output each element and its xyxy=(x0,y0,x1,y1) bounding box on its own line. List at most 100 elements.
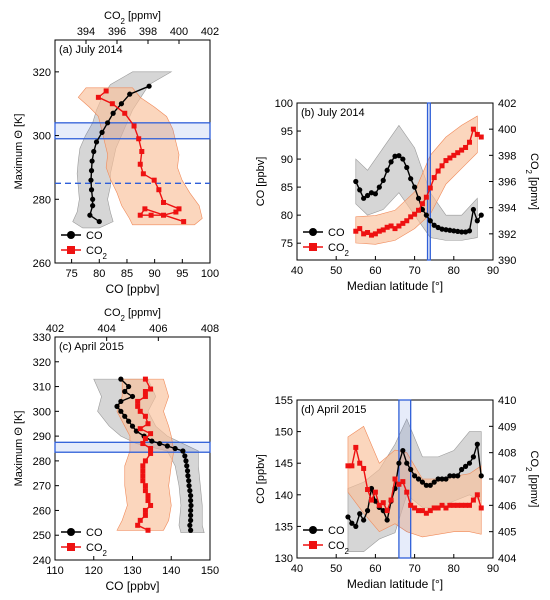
panel-d-co2-point xyxy=(396,481,402,487)
panel-a-co-point xyxy=(110,110,116,116)
panel-d-co-point xyxy=(357,511,363,517)
panel-d-co2-point xyxy=(353,444,359,450)
panel-b-co-point xyxy=(396,153,402,159)
panel-a-co2-point xyxy=(95,94,101,100)
panel-b-co2-point xyxy=(435,168,441,174)
panel-b-co-point xyxy=(447,227,453,233)
panel-a-co-point xyxy=(90,203,96,209)
panel-d-x-axis-label: Median latitude [°] xyxy=(347,577,443,591)
panel-c-co2-point xyxy=(135,403,141,409)
panel-c-co2-point xyxy=(140,478,146,484)
panel-d-co2-point xyxy=(380,500,386,506)
panel-c-co-point xyxy=(118,398,124,405)
panel-b-x-tick-label: 50 xyxy=(330,265,342,277)
panel-b-panel-title: (b) July 2014 xyxy=(301,107,365,119)
panel-c-x2-tick-label: 404 xyxy=(97,323,115,335)
panel-c-co-point xyxy=(188,497,194,504)
panel-c-legend-co2-label: CO2 xyxy=(86,542,107,558)
panel-a-legend-co-label: CO xyxy=(86,230,103,242)
panel-d-co2-point xyxy=(372,489,378,495)
panel-c-co-point xyxy=(126,383,132,390)
panel-c-y-tick-label: 320 xyxy=(33,357,51,369)
panel-a-co-point xyxy=(99,129,105,135)
panel-a-co2-point xyxy=(161,199,166,205)
panel-a-co-point xyxy=(93,139,100,145)
panel-c-co-point xyxy=(172,445,178,452)
panel-d-co-point xyxy=(435,476,441,482)
panel-b-y2-tick-label: 400 xyxy=(498,124,516,136)
panel-b-y2-tick-label: 390 xyxy=(498,255,516,267)
panel-a-legend-co-marker xyxy=(67,231,75,239)
panel-a-co2-point xyxy=(137,161,143,167)
panel-b-co2-point xyxy=(392,226,398,232)
panel-d-co-point xyxy=(404,460,410,466)
panel-a-x-tick-label: 75 xyxy=(65,268,77,280)
panel-c-co-point xyxy=(129,393,136,400)
panel-d-co2-point xyxy=(361,465,367,471)
panel-a-co-point xyxy=(90,196,96,202)
panel-c-co-point xyxy=(187,522,193,528)
panel-a-co2-point xyxy=(137,212,143,218)
panel-d-co2-point xyxy=(455,502,461,508)
panel-b-co-point xyxy=(353,178,359,185)
panel-d-co-point xyxy=(439,476,445,482)
panel-a-co-point xyxy=(104,120,111,126)
panel-c-co-point xyxy=(114,403,120,409)
panel-d-x-tick-label: 50 xyxy=(330,563,342,575)
panel-b-latitude-band-0 xyxy=(426,102,431,261)
panel-d-y2-tick-label: 407 xyxy=(498,474,516,486)
panel-c-co-point xyxy=(122,413,128,419)
panel-c-x-axis-label: CO [ppbv] xyxy=(105,579,159,593)
panel-a-co2-point xyxy=(140,171,146,177)
panel-d-co-point xyxy=(349,520,355,526)
panel-c-co2-point xyxy=(145,493,151,499)
panel-c-co-point xyxy=(122,388,128,395)
panel-c-co2-point xyxy=(140,473,146,479)
panel-c-y-tick-label: 330 xyxy=(33,332,51,344)
panel-c-co2-point xyxy=(142,393,148,399)
panel-b-x-tick-label: 90 xyxy=(487,265,499,277)
panel-b-co2-point xyxy=(463,144,469,150)
panel-c-co2-point xyxy=(140,468,146,474)
panel-c-x2-tick-label: 408 xyxy=(201,323,219,335)
panel-c-co2-point xyxy=(137,408,143,414)
panel-b-co-point xyxy=(451,228,457,234)
panel-b-co-point xyxy=(478,212,484,218)
panel-b-co-point xyxy=(372,191,378,197)
panel-a-co-point xyxy=(88,168,95,174)
panel-c-co2-point xyxy=(140,463,146,469)
panel-a-x2-tick-label: 394 xyxy=(77,26,95,38)
panel-c-co-point xyxy=(184,463,190,469)
panel-c-x2-tick-label: 406 xyxy=(149,323,167,335)
panel-d-co-point xyxy=(372,498,378,504)
panel-b-legend-co-label: CO xyxy=(328,227,345,239)
panel-b-y2-tick-label: 402 xyxy=(498,98,516,110)
panel-a-co-point xyxy=(88,187,95,193)
panel-b-co2-point xyxy=(451,152,457,158)
panel-b-co2-point xyxy=(455,150,461,156)
panel-c-co-point xyxy=(129,423,136,429)
panel-d-y-axis-label: CO [ppbv] xyxy=(255,454,267,504)
panel-d-co2-point xyxy=(412,505,418,511)
panel-a-co2-point xyxy=(173,209,179,215)
panel-d-co2-point xyxy=(419,508,425,514)
panel-d-co-point xyxy=(368,485,375,492)
panel-b-co-point xyxy=(455,228,461,235)
panel-c-april-2015-theta-profile: 240 250 260 270 280 290 300 310 320 330 110 120 130 1… xyxy=(13,307,219,593)
panel-d-y2-tick-label: 406 xyxy=(498,500,516,512)
panel-a-co-series-line xyxy=(89,85,150,223)
panel-b-co-spread-band xyxy=(355,124,478,241)
panel-d-co2-point xyxy=(451,502,457,508)
panel-c-co-point xyxy=(183,458,189,464)
panel-d-co2-point xyxy=(439,502,445,508)
panel-b-co-point xyxy=(462,229,469,235)
panel-b-y2-tick-label: 398 xyxy=(498,150,516,162)
panel-c-y-tick-label: 300 xyxy=(33,406,51,418)
panel-a-co2-point xyxy=(109,101,115,107)
panel-b-co-point xyxy=(427,218,433,224)
panel-a-y-axis-label: Maximum Θ [K] xyxy=(13,114,25,190)
panel-b-co-point xyxy=(443,227,449,233)
panel-d-co2-point xyxy=(357,460,363,466)
panel-b-co-point xyxy=(431,222,437,228)
